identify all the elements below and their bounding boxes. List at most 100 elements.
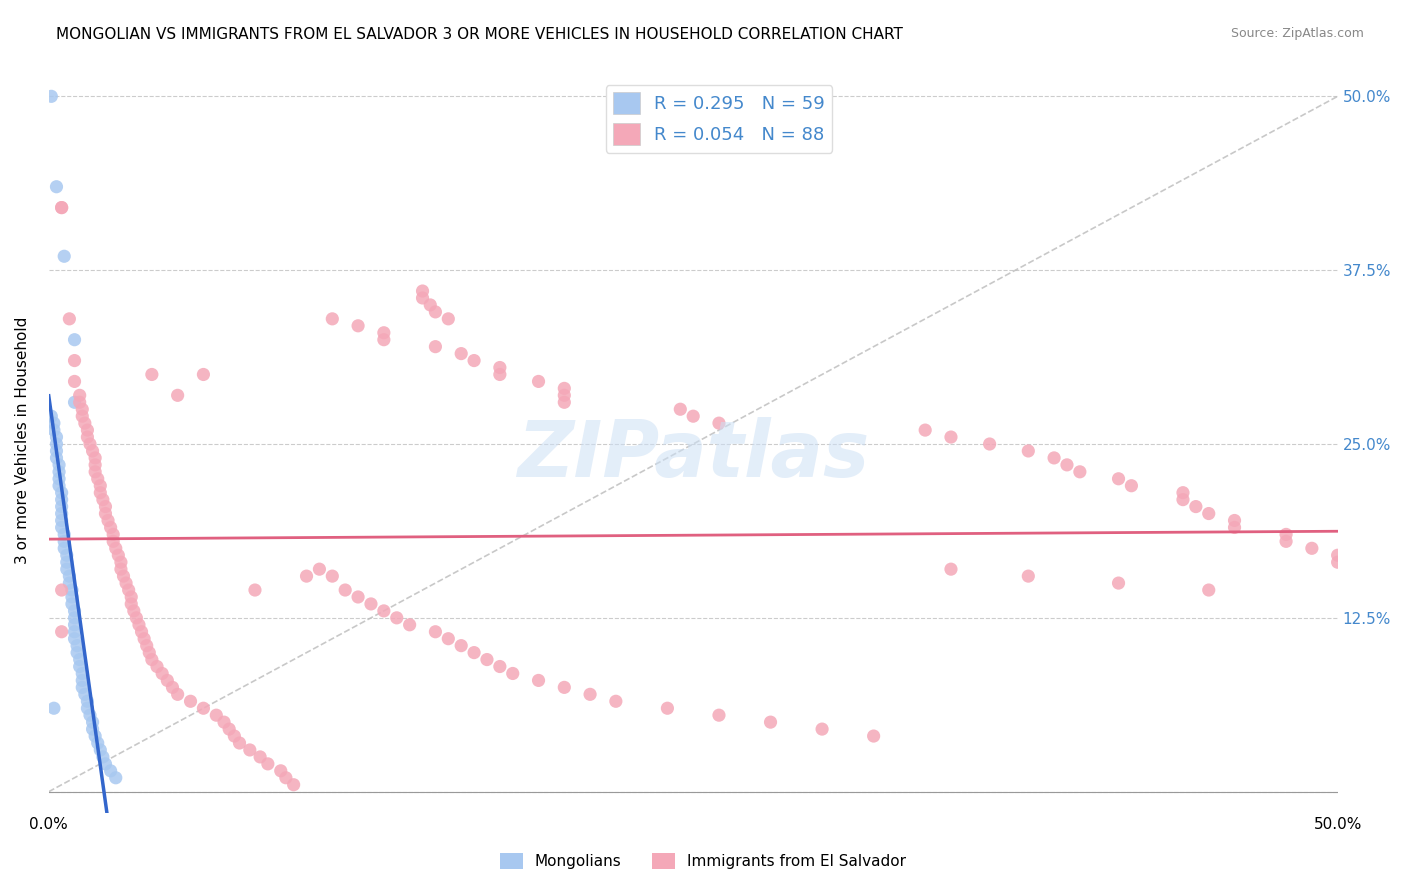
Point [527, 375, 550, 389]
Point [224, 729, 246, 743]
Point [48, 465, 70, 479]
Point [51, 500, 73, 514]
Point [87, 736, 110, 750]
Point [1121, 479, 1143, 493]
Point [131, 624, 153, 639]
Point [707, 708, 730, 723]
Point [135, 639, 157, 653]
Point [1326, 555, 1348, 569]
Point [412, 291, 434, 305]
Point [553, 381, 575, 395]
Point [76, 430, 98, 444]
Point [69, 395, 91, 409]
Point [212, 715, 235, 730]
Point [150, 666, 173, 681]
Point [914, 423, 936, 437]
Point [118, 582, 141, 597]
Point [138, 646, 160, 660]
Point [66, 646, 89, 660]
Point [115, 576, 138, 591]
Point [58, 576, 80, 591]
Point [1198, 582, 1220, 597]
Point [373, 333, 395, 347]
Point [373, 604, 395, 618]
Point [73, 687, 96, 701]
Point [1223, 514, 1246, 528]
Point [128, 617, 150, 632]
Point [120, 590, 142, 604]
Point [48, 472, 70, 486]
Point [94, 500, 117, 514]
Point [862, 729, 884, 743]
Point [100, 764, 122, 778]
Point [82, 444, 104, 458]
Point [79, 708, 101, 723]
Point [502, 666, 524, 681]
Point [347, 590, 370, 604]
Point [72, 666, 94, 681]
Point [103, 527, 125, 541]
Point [53, 541, 76, 556]
Point [308, 562, 330, 576]
Point [63, 333, 86, 347]
Point [76, 423, 98, 437]
Point [257, 756, 280, 771]
Point [120, 597, 142, 611]
Point [1275, 527, 1298, 541]
Point [60, 597, 83, 611]
Point [1326, 548, 1348, 562]
Point [112, 569, 135, 583]
Point [84, 450, 107, 465]
Point [657, 701, 679, 715]
Point [69, 388, 91, 402]
Point [51, 520, 73, 534]
Point [1017, 569, 1039, 583]
Point [45, 430, 67, 444]
Point [42, 701, 65, 715]
Point [463, 646, 485, 660]
Point [425, 305, 447, 319]
Point [91, 750, 114, 764]
Point [1198, 507, 1220, 521]
Point [180, 694, 202, 708]
Text: ZIPatlas: ZIPatlas [517, 417, 869, 493]
Point [141, 652, 163, 666]
Point [51, 624, 73, 639]
Point [1301, 541, 1323, 556]
Point [53, 534, 76, 549]
Point [243, 582, 266, 597]
Point [104, 541, 127, 556]
Y-axis label: 3 or more Vehicles in Household: 3 or more Vehicles in Household [15, 317, 30, 565]
Point [412, 284, 434, 298]
Point [141, 368, 163, 382]
Point [89, 743, 111, 757]
Point [228, 736, 250, 750]
Legend: Mongolians, Immigrants from El Salvador: Mongolians, Immigrants from El Salvador [494, 847, 912, 875]
Point [527, 673, 550, 688]
Point [146, 659, 169, 673]
Point [110, 555, 132, 569]
Point [60, 582, 83, 597]
Point [104, 771, 127, 785]
Point [63, 353, 86, 368]
Point [553, 395, 575, 409]
Point [295, 569, 318, 583]
Point [335, 582, 357, 597]
Point [63, 632, 86, 646]
Point [45, 444, 67, 458]
Point [419, 298, 441, 312]
Point [398, 617, 420, 632]
Point [53, 249, 76, 263]
Point [91, 492, 114, 507]
Point [553, 681, 575, 695]
Point [122, 604, 145, 618]
Point [425, 624, 447, 639]
Point [373, 326, 395, 340]
Point [489, 659, 512, 673]
Point [56, 555, 79, 569]
Point [274, 771, 297, 785]
Point [270, 764, 292, 778]
Point [1108, 472, 1130, 486]
Point [63, 611, 86, 625]
Point [89, 479, 111, 493]
